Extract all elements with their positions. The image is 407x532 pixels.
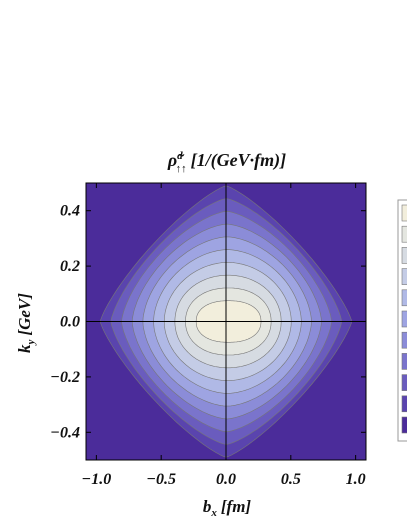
x-axis-label: bx [fm] — [203, 497, 252, 519]
title-sub: ↑↑ — [176, 163, 187, 175]
x-label-unit: [fm] — [221, 497, 252, 516]
y-label-sub: y — [25, 339, 37, 346]
legend-swatch — [401, 247, 407, 264]
x-tick-label: −0.5 — [146, 471, 176, 488]
y-tick-label: −0.2 — [50, 369, 80, 386]
x-tick-label: 1.0 — [346, 471, 366, 488]
legend-swatch — [401, 225, 407, 243]
y-tick-label: 0.4 — [60, 203, 80, 220]
x-tick-label: 0.0 — [216, 471, 236, 488]
y-label-unit: [GeV] — [15, 293, 34, 336]
x-tick-label: 0.5 — [281, 471, 301, 488]
legend-swatch — [401, 204, 407, 222]
legend-swatch — [401, 310, 407, 328]
title-sup: d — [177, 150, 183, 162]
y-tick-label: 0.0 — [60, 314, 80, 331]
y-tick-label: −0.4 — [50, 424, 80, 441]
legend-swatch — [401, 331, 407, 349]
y-axis-label: ky [GeV] — [15, 293, 37, 353]
legend-swatch — [401, 374, 407, 391]
y-tick-label: 0.2 — [60, 258, 80, 275]
x-label-sub: x — [210, 507, 217, 519]
legend-swatch — [401, 289, 407, 307]
chart-title: ρ̃d ↑↑ [1/(GeV·fm)] — [167, 150, 286, 175]
x-tick-label: −1.0 — [82, 471, 112, 488]
legend-swatch — [401, 416, 407, 434]
legend-swatch — [401, 395, 407, 413]
legend-swatch — [401, 353, 407, 370]
legend-swatch — [401, 268, 407, 285]
title-unit: [1/(GeV·fm)] — [191, 150, 286, 171]
x-label-symbol: b — [203, 497, 212, 516]
y-label-symbol: k — [15, 344, 34, 353]
